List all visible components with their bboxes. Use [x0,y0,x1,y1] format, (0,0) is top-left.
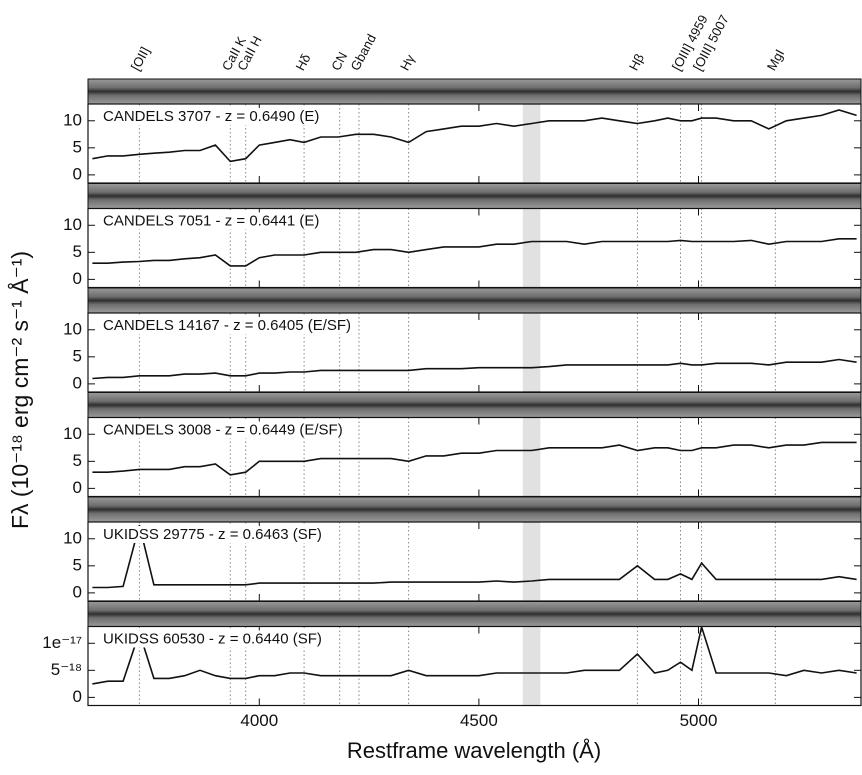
masked-region [522,208,541,288]
line-label: Hγ [397,52,418,74]
x-tick-label: 4000 [240,711,278,730]
y-tick-label: 5⁻¹⁸ [51,660,82,679]
spectrum-strip [87,392,862,418]
masked-region [522,522,541,601]
panel-title: CANDELS 7051 - z = 0.6441 (E) [103,212,319,229]
y-tick-label: 1e⁻¹⁷ [42,633,82,652]
y-tick-label: 0 [73,478,82,497]
panel-title: CANDELS 3707 - z = 0.6490 (E) [103,108,319,125]
title-background [101,212,322,230]
y-tick-label: 0 [73,164,82,183]
y-axis-label: Fλ (10⁻¹⁸ erg cm⁻² s⁻¹ Å⁻¹) [6,251,33,529]
y-tick-label: 5 [73,242,82,261]
y-tick-label: 5 [73,137,82,156]
masked-region [522,313,541,392]
y-tick-label: 5 [73,346,82,365]
x-tick-label: 4500 [460,711,498,730]
panel-frame [87,625,862,707]
line-label: [OII] [128,44,153,73]
masked-region [522,626,541,706]
title-background [101,421,345,439]
y-tick-label: 0 [73,582,82,601]
title-background [101,525,324,543]
line-label: Hβ [626,51,647,73]
spectrum-strip [87,287,862,314]
y-tick-label: 10 [63,424,82,443]
y-tick-label: 0 [73,687,82,706]
x-tick-label: 5000 [680,711,718,730]
y-tick-label: 5 [73,451,82,470]
panel-title: UKIDSS 29775 - z = 0.6463 (SF) [103,526,322,543]
spectrum-line [92,626,857,685]
masked-region [522,104,541,183]
spectrum-strip [87,601,862,627]
spectrum-line [92,358,857,380]
y-tick-label: 10 [63,110,82,129]
line-label: CN [328,49,350,73]
panel-title: CANDELS 3008 - z = 0.6449 (E/SF) [103,421,343,438]
spectrum-strip [87,78,862,105]
spectrum-strip [87,496,862,523]
masked-region [522,417,541,497]
title-background [101,316,354,334]
y-tick-label: 0 [73,269,82,288]
line-label: MgI [764,47,787,73]
x-axis-label: Restframe wavelength (Å) [347,738,601,763]
spectrum-line [92,524,857,589]
panel-title: UKIDSS 60530 - z = 0.6440 (SF) [103,630,322,647]
spectrum-line [92,238,857,267]
title-background [101,107,322,125]
title-background [101,630,324,648]
line-label: Hδ [293,51,314,73]
spectrum-line [92,109,857,163]
panel-title: CANDELS 14167 - z = 0.6405 (E/SF) [103,317,351,334]
y-tick-label: 10 [63,319,82,338]
spectrum-line [92,441,857,476]
line-label: Gband [347,32,379,74]
y-tick-label: 10 [63,215,82,234]
y-tick-label: 5 [73,555,82,574]
spectrum-strip [87,183,862,209]
y-tick-label: 0 [73,373,82,392]
y-tick-label: 10 [63,528,82,547]
